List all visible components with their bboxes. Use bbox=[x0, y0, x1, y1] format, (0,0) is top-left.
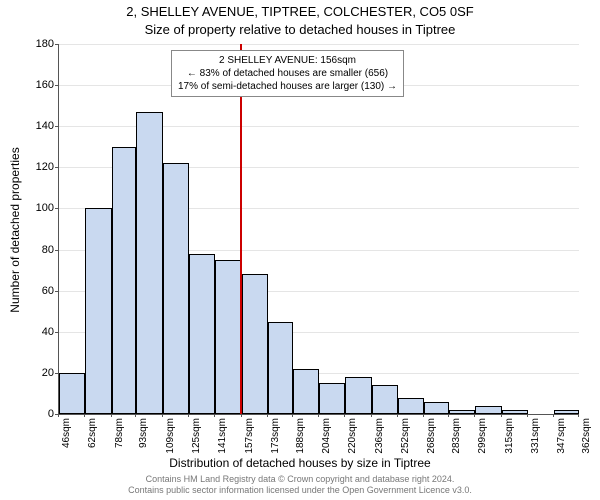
ytick-label: 0 bbox=[14, 408, 54, 420]
xtick-label: 315sqm bbox=[504, 418, 515, 454]
xtick-label: 157sqm bbox=[244, 418, 255, 454]
histogram-chart: 2, SHELLEY AVENUE, TIPTREE, COLCHESTER, … bbox=[0, 0, 600, 500]
ytick-label: 100 bbox=[14, 202, 54, 214]
xtick-mark bbox=[58, 414, 59, 417]
xtick-mark bbox=[553, 414, 554, 417]
footer-line1: Contains HM Land Registry data © Crown c… bbox=[0, 474, 600, 485]
xtick-mark bbox=[527, 414, 528, 417]
xtick-mark bbox=[241, 414, 242, 417]
reference-line bbox=[240, 44, 242, 414]
histogram-bar bbox=[293, 369, 319, 414]
xtick-mark bbox=[344, 414, 345, 417]
xtick-label: 362sqm bbox=[581, 418, 592, 454]
histogram-bar bbox=[502, 410, 528, 414]
annotation-line1: 2 SHELLEY AVENUE: 156sqm bbox=[178, 54, 397, 67]
histogram-bar bbox=[345, 377, 371, 414]
ytick-label: 40 bbox=[14, 326, 54, 338]
xtick-mark bbox=[397, 414, 398, 417]
ytick-mark bbox=[55, 85, 58, 86]
footer-line2: Contains public sector information licen… bbox=[0, 485, 600, 496]
xtick-mark bbox=[267, 414, 268, 417]
ytick-label: 180 bbox=[14, 38, 54, 50]
histogram-bar bbox=[268, 322, 293, 415]
xtick-label: 109sqm bbox=[165, 418, 176, 454]
ytick-label: 60 bbox=[14, 285, 54, 297]
xtick-label: 46sqm bbox=[61, 418, 72, 448]
histogram-bar bbox=[189, 254, 215, 414]
histogram-bar bbox=[215, 260, 241, 414]
xtick-label: 125sqm bbox=[191, 418, 202, 454]
histogram-bar bbox=[163, 163, 189, 414]
footer-attribution: Contains HM Land Registry data © Crown c… bbox=[0, 474, 600, 496]
xtick-label: 220sqm bbox=[347, 418, 358, 454]
xtick-mark bbox=[501, 414, 502, 417]
xtick-label: 331sqm bbox=[530, 418, 541, 454]
gridline bbox=[59, 44, 579, 45]
histogram-bar bbox=[475, 406, 501, 414]
ytick-mark bbox=[55, 208, 58, 209]
xtick-mark bbox=[448, 414, 449, 417]
xtick-label: 141sqm bbox=[217, 418, 228, 454]
annotation-box: 2 SHELLEY AVENUE: 156sqm ← 83% of detach… bbox=[171, 50, 404, 97]
xtick-label: 173sqm bbox=[270, 418, 281, 454]
xtick-label: 78sqm bbox=[114, 418, 125, 448]
histogram-bar bbox=[554, 410, 579, 414]
xtick-mark bbox=[578, 414, 579, 417]
annotation-line3: 17% of semi-detached houses are larger (… bbox=[178, 80, 397, 93]
xtick-label: 252sqm bbox=[400, 418, 411, 454]
ytick-label: 160 bbox=[14, 79, 54, 91]
ytick-label: 120 bbox=[14, 161, 54, 173]
ytick-mark bbox=[55, 250, 58, 251]
xtick-label: 299sqm bbox=[477, 418, 488, 454]
xtick-label: 283sqm bbox=[451, 418, 462, 454]
plot-area: 2 SHELLEY AVENUE: 156sqm ← 83% of detach… bbox=[58, 44, 579, 415]
histogram-bar bbox=[319, 383, 345, 414]
xtick-mark bbox=[135, 414, 136, 417]
x-axis-label: Distribution of detached houses by size … bbox=[0, 456, 600, 470]
ytick-mark bbox=[55, 44, 58, 45]
chart-subtitle: Size of property relative to detached ho… bbox=[0, 22, 600, 37]
xtick-mark bbox=[214, 414, 215, 417]
xtick-mark bbox=[111, 414, 112, 417]
histogram-bar bbox=[59, 373, 85, 414]
xtick-mark bbox=[474, 414, 475, 417]
histogram-bar bbox=[136, 112, 162, 414]
ytick-label: 140 bbox=[14, 120, 54, 132]
ytick-mark bbox=[55, 126, 58, 127]
ytick-mark bbox=[55, 291, 58, 292]
xtick-label: 93sqm bbox=[138, 418, 149, 448]
xtick-mark bbox=[162, 414, 163, 417]
xtick-label: 236sqm bbox=[374, 418, 385, 454]
ytick-mark bbox=[55, 373, 58, 374]
xtick-mark bbox=[423, 414, 424, 417]
ytick-mark bbox=[55, 167, 58, 168]
xtick-mark bbox=[371, 414, 372, 417]
annotation-line2: ← 83% of detached houses are smaller (65… bbox=[178, 67, 397, 80]
histogram-bar bbox=[372, 385, 398, 414]
xtick-mark bbox=[318, 414, 319, 417]
xtick-mark bbox=[292, 414, 293, 417]
xtick-label: 62sqm bbox=[87, 418, 98, 448]
ytick-label: 20 bbox=[14, 367, 54, 379]
histogram-bar bbox=[112, 147, 137, 414]
histogram-bar bbox=[398, 398, 424, 414]
xtick-mark bbox=[84, 414, 85, 417]
xtick-label: 347sqm bbox=[556, 418, 567, 454]
xtick-label: 268sqm bbox=[426, 418, 437, 454]
histogram-bar bbox=[449, 410, 475, 414]
ytick-label: 80 bbox=[14, 244, 54, 256]
histogram-bar bbox=[85, 208, 111, 414]
chart-title: 2, SHELLEY AVENUE, TIPTREE, COLCHESTER, … bbox=[0, 4, 600, 19]
histogram-bar bbox=[424, 402, 449, 414]
histogram-bar bbox=[242, 274, 268, 414]
ytick-mark bbox=[55, 332, 58, 333]
xtick-mark bbox=[188, 414, 189, 417]
xtick-label: 188sqm bbox=[295, 418, 306, 454]
xtick-label: 204sqm bbox=[321, 418, 332, 454]
